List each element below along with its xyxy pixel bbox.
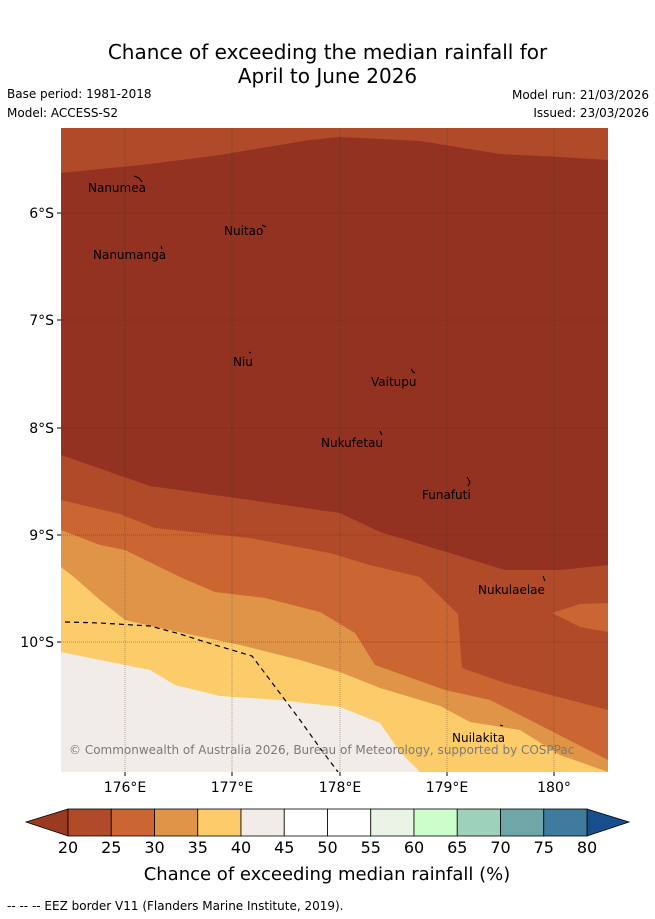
- label-nuilakita: Nuilakita: [452, 731, 505, 745]
- colorbar-tick-label: 55: [361, 838, 381, 857]
- colorbar-tick-label: 80: [577, 838, 597, 857]
- colorbar-segment: [543, 808, 588, 837]
- colorbar-tick-label: 50: [317, 838, 337, 857]
- label-nukulaelae: Nukulaelae: [478, 583, 545, 597]
- colorbar-segment: [456, 808, 501, 837]
- model-name: Model: ACCESS-S2: [7, 106, 119, 120]
- lat-label-9s: 9°S: [29, 528, 54, 544]
- label-funafuti: Funafuti: [422, 488, 471, 502]
- colorbar-segment: [370, 808, 415, 837]
- copyright-notice: © Commonwealth of Australia 2026, Bureau…: [69, 743, 574, 757]
- patch-25-30-east: [552, 603, 608, 632]
- map-panel: Nanumea Nuitao Nanumanga Niu Vaitupu Nuk…: [61, 128, 608, 772]
- lat-label-8s: 8°S: [29, 421, 54, 437]
- label-nuitao: Nuitao: [224, 224, 263, 238]
- lon-label-177e: 177°E: [211, 780, 254, 796]
- lon-label-176e: 176°E: [104, 780, 147, 796]
- colorbar-extend-low: [24, 808, 69, 837]
- eez-legend-note: -- -- -- EEZ border V11 (Flanders Marine…: [7, 899, 344, 913]
- colorbar-ticks: 20 25 30 35 40 45 50 55 60 65 70 75 80: [58, 838, 597, 857]
- colorbar-segment: [67, 808, 112, 837]
- colorbar-segment: [110, 808, 155, 837]
- colorbar-segment: [500, 808, 545, 837]
- colorbar: 20 25 30 35 40 45 50 55 60 65 70 75 80 Chance of exc…: [24, 808, 631, 885]
- colorbar-tick-label: 25: [101, 838, 121, 857]
- base-period: Base period: 1981-2018: [7, 87, 152, 101]
- longitude-ticks: 176°E 177°E 178°E 179°E 180°: [104, 772, 571, 796]
- model-run: Model run: 21/03/2026: [511, 88, 649, 102]
- issued-date: Issued: 23/03/2026: [533, 106, 649, 120]
- label-vaitupu: Vaitupu: [371, 375, 417, 389]
- colorbar-tick-label: 40: [231, 838, 251, 857]
- band-below-20: [61, 137, 608, 570]
- colorbar-extend-high: [586, 808, 631, 837]
- lat-label-10s: 10°S: [20, 635, 54, 651]
- colorbar-tick-label: 75: [534, 838, 554, 857]
- island-outlines: [133, 175, 546, 727]
- title-line-1: Chance of exceeding the median rainfall …: [107, 40, 548, 64]
- eez-border: [64, 621, 339, 772]
- label-niu: Niu: [233, 355, 253, 369]
- colorbar-tick-label: 20: [58, 838, 78, 857]
- label-nanumanga: Nanumanga: [93, 248, 166, 262]
- colorbar-segments: [67, 808, 588, 837]
- colorbar-tick-label: 65: [447, 838, 467, 857]
- colorbar-tick-label: 60: [404, 838, 424, 857]
- lon-label-180: 180°: [537, 780, 571, 796]
- colorbar-segment: [197, 808, 242, 837]
- lon-label-179e: 179°E: [426, 780, 469, 796]
- colorbar-tick-label: 30: [144, 838, 164, 857]
- label-nanumea: Nanumea: [88, 181, 146, 195]
- colorbar-segment: [283, 808, 328, 837]
- colorbar-segment: [240, 808, 285, 837]
- colorbar-tick-label: 70: [490, 838, 510, 857]
- colorbar-label: Chance of exceeding median rainfall (%): [144, 864, 511, 885]
- colorbar-segment: [327, 808, 372, 837]
- band-40-45: [61, 652, 420, 772]
- lat-label-7s: 7°S: [29, 313, 54, 329]
- lon-label-178e: 178°E: [319, 780, 362, 796]
- colorbar-tick-label: 35: [188, 838, 208, 857]
- graticule: [61, 128, 608, 772]
- latitude-ticks: 6°S 7°S 8°S 9°S 10°S: [20, 206, 61, 651]
- colorbar-segment: [154, 808, 199, 837]
- lat-label-6s: 6°S: [29, 206, 54, 222]
- colorbar-segment: [413, 808, 458, 837]
- title-line-2: April to June 2026: [237, 64, 418, 88]
- label-nukufetau: Nukufetau: [321, 436, 383, 450]
- colorbar-tick-label: 45: [274, 838, 294, 857]
